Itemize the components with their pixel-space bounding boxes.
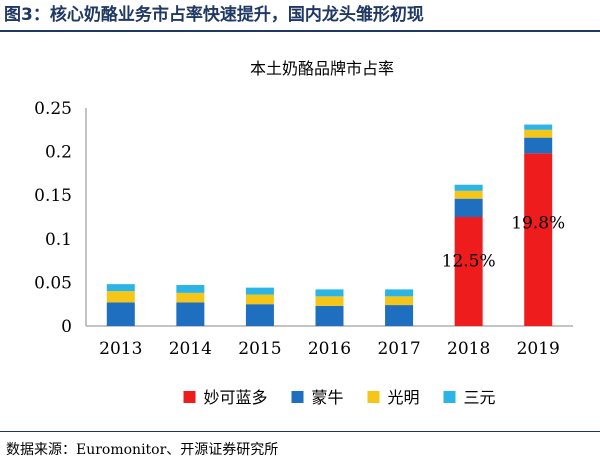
bar-segment-2018-三元 (454, 184, 483, 191)
bar-segment-2018-蒙牛 (454, 198, 483, 217)
legend-label: 妙可蓝多 (204, 388, 268, 407)
y-tick-label: 0.25 (34, 99, 72, 119)
y-tick-label: 0.05 (34, 273, 72, 293)
legend-label: 蒙牛 (312, 388, 344, 407)
chart-title: 本土奶酪品牌市占率 (250, 59, 394, 78)
bar-segment-2019-光明 (524, 129, 553, 138)
bar-segment-2014-三元 (176, 285, 205, 293)
title-rule (0, 30, 600, 32)
legend-item-蒙牛: 蒙牛 (291, 388, 344, 407)
bar-segment-2018-妙可蓝多 (454, 217, 483, 326)
bar-segment-2014-光明 (176, 292, 205, 303)
bar-segment-2013-三元 (106, 284, 135, 292)
legend-swatch (367, 391, 380, 403)
bar-segment-2013-光明 (106, 291, 135, 303)
y-tick-label: 0.15 (34, 186, 72, 206)
legend-item-三元: 三元 (443, 388, 496, 407)
bar-segment-2015-光明 (245, 294, 274, 305)
y-tick-label: 0 (61, 317, 72, 337)
legend-item-光明: 光明 (367, 388, 420, 407)
x-tick-label: 2017 (377, 339, 420, 359)
data-label: 12.5% (442, 252, 496, 272)
bar-segment-2019-妙可蓝多 (524, 153, 553, 326)
bar-segment-2017-光明 (385, 296, 414, 306)
x-tick-label: 2015 (238, 339, 281, 359)
legend-item-妙可蓝多: 妙可蓝多 (183, 388, 268, 407)
bar-segment-2017-三元 (385, 289, 414, 297)
stacked-bar-chart: 本土奶酪品牌市占率 0 0.05 0.1 0.15 0.2 0.25 2013 2014 20… (34, 59, 573, 407)
bar-segment-2013-蒙牛 (106, 302, 135, 326)
y-tick-label: 0.1 (45, 230, 72, 250)
y-tick-label: 0.2 (45, 143, 72, 163)
figure-title: 图3：核心奶酪业务市占率快速提升，国内龙头雏形初现 (4, 5, 424, 25)
bar-segment-2017-蒙牛 (385, 305, 414, 326)
x-tick-label: 2018 (447, 339, 490, 359)
bar-segment-2016-光明 (315, 296, 344, 306)
bar-segment-2015-三元 (245, 287, 274, 295)
x-tick-label: 2016 (308, 339, 351, 359)
bar-segment-2016-蒙牛 (315, 305, 344, 326)
source-rule (0, 431, 600, 432)
legend-label: 光明 (388, 388, 420, 407)
legend-label: 三元 (464, 388, 496, 407)
x-tick-label: 2019 (517, 339, 560, 359)
bar-segment-2014-蒙牛 (176, 302, 205, 326)
legend-swatch (291, 391, 304, 403)
bar-segment-2018-光明 (454, 190, 483, 199)
bar-segment-2016-三元 (315, 289, 344, 297)
x-tick-label: 2013 (99, 339, 142, 359)
source-note: 数据来源：Euromonitor、开源证券研究所 (6, 442, 279, 458)
bar-segment-2019-三元 (524, 124, 553, 130)
legend-swatch (183, 391, 196, 403)
bar-segment-2019-蒙牛 (524, 137, 553, 154)
bar-segment-2015-蒙牛 (245, 304, 274, 326)
x-tick-label: 2014 (169, 339, 212, 359)
data-label: 19.8% (511, 213, 565, 233)
legend-swatch (443, 391, 456, 403)
